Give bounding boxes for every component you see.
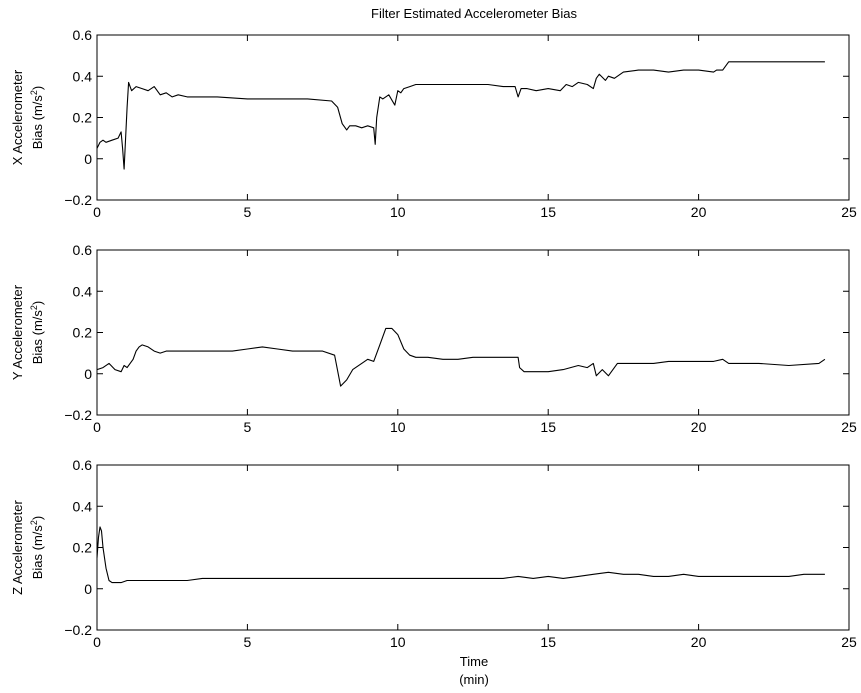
- x-axis-label-line2: (min): [459, 672, 489, 687]
- y-tick-label: 0.6: [73, 242, 93, 258]
- x-axis-label-line1: Time: [460, 654, 488, 669]
- panel-3: 0 5 10 15 20 25−0.200.20.40.6Z Accelerometer B…: [10, 457, 857, 650]
- y-axis-label-superscript: 2: [29, 520, 39, 525]
- y-axis-label-line2: Bias (m/s2): [29, 86, 45, 150]
- y-tick-label: 0.6: [73, 457, 93, 473]
- series-line: [96, 327, 826, 387]
- y-tick-label: 0: [84, 366, 92, 382]
- x-tick-label: 20: [691, 204, 707, 220]
- x-tick-label: 0: [93, 634, 101, 650]
- y-tick-label: 0.4: [73, 498, 93, 514]
- y-axis-label-unit: Bias (m/s: [30, 525, 45, 580]
- chart-title: Filter Estimated Accelerometer Bias: [371, 6, 577, 21]
- panels: 0 5 10 15 20 25−0.200.20.40.6X Accelerometer B…: [10, 27, 857, 650]
- x-tick-label: 0: [93, 204, 101, 220]
- y-tick-label: −0.2: [64, 192, 92, 208]
- x-tick-label: 15: [540, 419, 556, 435]
- x-tick-label: 5: [244, 204, 252, 220]
- x-tick-label: 25: [841, 204, 857, 220]
- y-axis-label-line2: Bias (m/s2): [29, 301, 45, 365]
- x-tick-label: 10: [390, 204, 406, 220]
- x-tick-label: 15: [540, 634, 556, 650]
- y-tick-label: −0.2: [64, 622, 92, 638]
- y-axis-label-close: ): [30, 516, 45, 520]
- x-tick-label: 5: [244, 419, 252, 435]
- plot-area-frame: [96, 249, 850, 416]
- x-tick-label: 5: [244, 634, 252, 650]
- y-axis-label-line1: Y Accelerometer: [10, 284, 25, 380]
- x-tick-label: 10: [390, 634, 406, 650]
- y-tick-label: 0.2: [73, 110, 93, 126]
- y-tick-label: 0.2: [73, 540, 93, 556]
- x-tick-label: 10: [390, 419, 406, 435]
- y-tick-label: 0.4: [73, 68, 93, 84]
- x-tick-label: 20: [691, 419, 707, 435]
- series-line: [96, 526, 825, 584]
- x-tick-label: 20: [691, 634, 707, 650]
- y-tick-label: −0.2: [64, 407, 92, 423]
- panel-1: 0 5 10 15 20 25−0.200.20.40.6X Accelerometer B…: [10, 27, 857, 220]
- y-tick-label: 0.4: [73, 283, 93, 299]
- panel-2: 0 5 10 15 20 25−0.200.20.40.6Y Accelerometer B…: [10, 242, 857, 435]
- y-axis-label-unit: Bias (m/s: [30, 95, 45, 150]
- x-tick-label: 25: [841, 634, 857, 650]
- plot-area-frame: [96, 34, 850, 201]
- y-axis-label-close: ): [30, 301, 45, 305]
- y-axis-label-unit: Bias (m/s: [30, 310, 45, 365]
- y-axis-label-line1: X Accelerometer: [10, 69, 25, 165]
- x-tick-label: 15: [540, 204, 556, 220]
- y-axis-label-superscript: 2: [29, 305, 39, 310]
- plot-area-frame: [96, 464, 850, 631]
- y-axis-label-superscript: 2: [29, 90, 39, 95]
- y-tick-label: 0: [84, 151, 92, 167]
- y-axis-label-close: ): [30, 86, 45, 90]
- y-axis-label-line2: Bias (m/s2): [29, 516, 45, 580]
- y-tick-label: 0.6: [73, 27, 93, 43]
- series-line: [96, 61, 825, 170]
- x-tick-label: 25: [841, 419, 857, 435]
- x-tick-label: 0: [93, 419, 101, 435]
- y-axis-label-line1: Z Accelerometer: [10, 500, 25, 595]
- y-tick-label: 0: [84, 581, 92, 597]
- y-tick-label: 0.2: [73, 325, 93, 341]
